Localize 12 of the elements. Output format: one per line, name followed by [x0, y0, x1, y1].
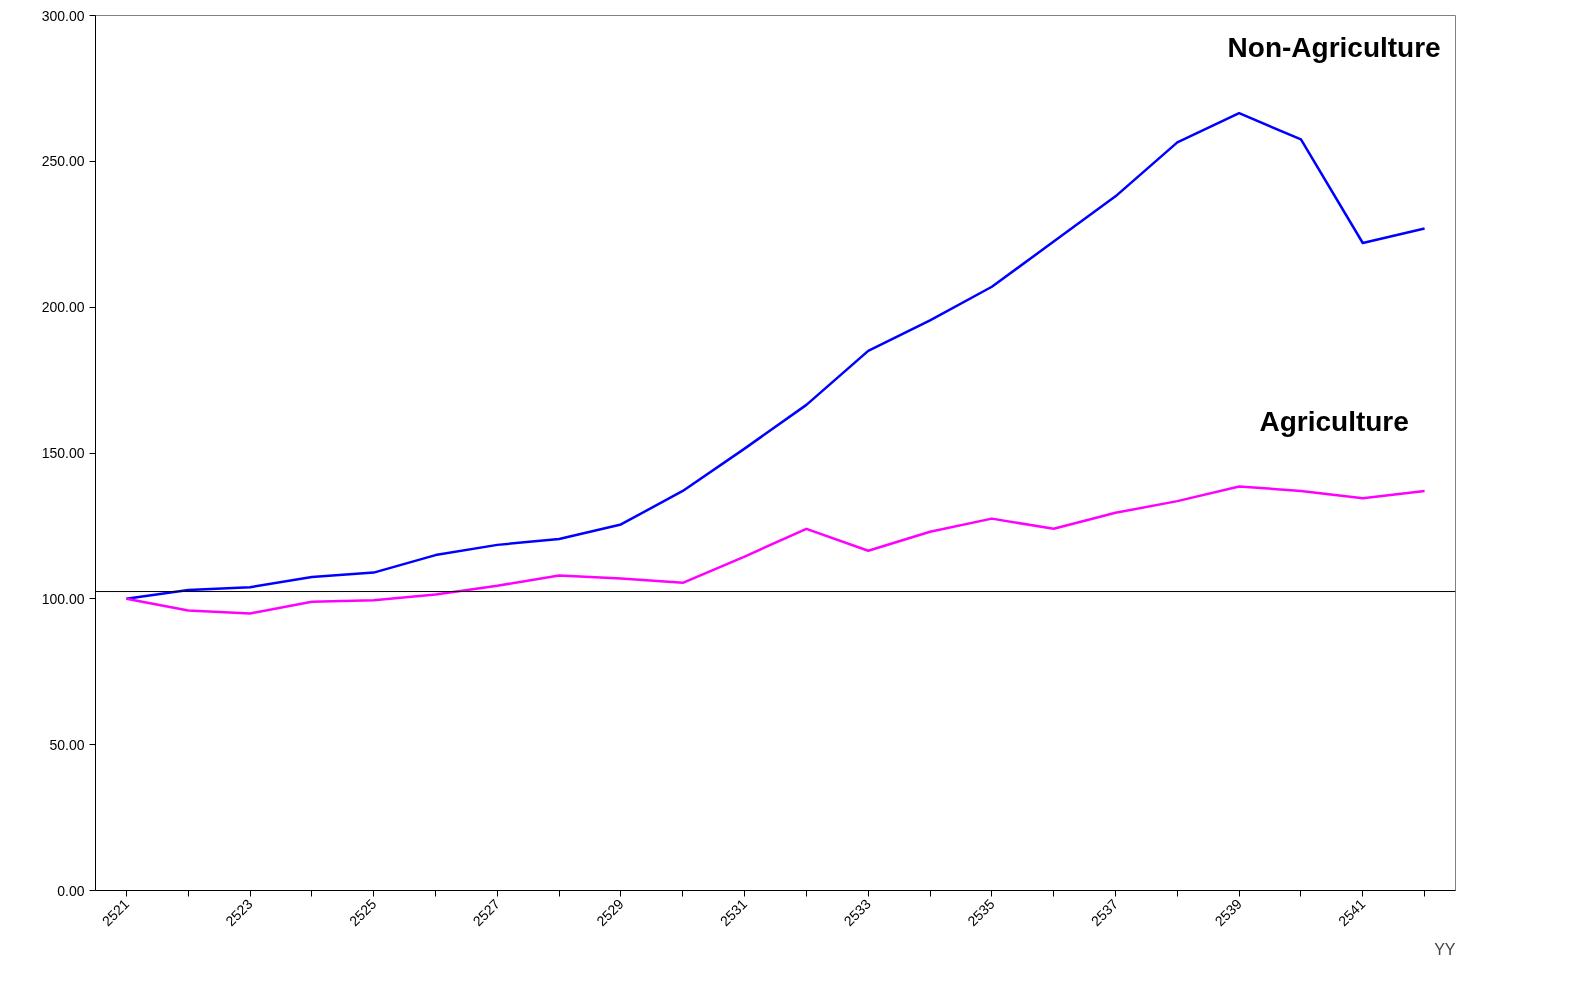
y-tick-label: 150.00 — [41, 445, 85, 461]
y-tick-label: 100.00 — [41, 590, 85, 607]
y-tick-label: 250.00 — [41, 153, 85, 170]
line-series — [125, 111, 1426, 601]
series-label: Agriculture — [1259, 405, 1409, 437]
y-tick-label: 300.00 — [41, 7, 85, 24]
y-tick-label: 50.00 — [49, 736, 85, 753]
y-tick-label: 200.00 — [41, 299, 85, 316]
x-axis-title: YY — [1434, 940, 1456, 958]
line-series — [125, 485, 1426, 615]
y-tick-label: 0.00 — [57, 882, 85, 899]
series-label: Non-Agriculture — [1227, 32, 1441, 64]
